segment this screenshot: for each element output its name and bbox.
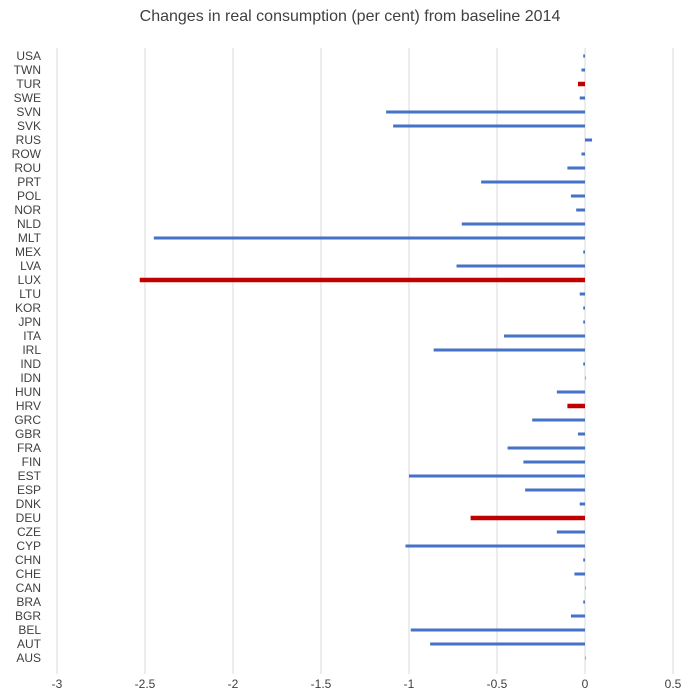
category-label: HRV	[16, 399, 41, 413]
category-label: JPN	[18, 315, 41, 329]
category-label: RUS	[16, 133, 41, 147]
bar-nld	[461, 222, 585, 226]
category-label: ITA	[23, 329, 41, 343]
bar-idn	[585, 376, 586, 380]
bar-can	[585, 586, 586, 590]
x-tick-label: 0	[582, 677, 589, 691]
category-label: NLD	[17, 217, 41, 231]
bar-prt	[481, 180, 585, 184]
bar-ita	[504, 334, 585, 338]
category-label: KOR	[15, 301, 41, 315]
bar-ind	[583, 362, 585, 366]
bar-lva	[456, 264, 585, 268]
bar-aut	[430, 642, 585, 646]
category-label: ROU	[14, 161, 41, 175]
category-label: SVK	[17, 119, 41, 133]
category-label: ESP	[17, 483, 41, 497]
x-tick-label: -0.5	[487, 677, 508, 691]
bar-grc	[532, 418, 585, 422]
category-label: IRL	[22, 343, 41, 357]
category-label: ROW	[12, 147, 42, 161]
category-label: CAN	[16, 581, 41, 595]
category-label: DEU	[16, 511, 41, 525]
bar-bra	[583, 600, 585, 604]
bar-row	[581, 152, 585, 156]
bar-mlt	[153, 236, 586, 240]
bar-swe	[579, 96, 585, 100]
x-tick-label: -2.5	[135, 677, 156, 691]
category-label: TWN	[14, 63, 41, 77]
category-label: USA	[16, 49, 41, 63]
chart-title: Changes in real consumption (per cent) f…	[139, 8, 561, 25]
category-label: DNK	[16, 497, 41, 511]
category-label: LUX	[18, 273, 41, 287]
bar-nor	[576, 208, 585, 212]
bar-chn	[583, 558, 585, 562]
category-label: IND	[20, 357, 41, 371]
category-label: CZE	[17, 525, 41, 539]
x-tick-label: -2	[228, 677, 239, 691]
category-label: GBR	[15, 427, 41, 441]
category-label: BEL	[18, 623, 41, 637]
bar-mex	[583, 250, 585, 254]
category-label: AUT	[17, 637, 42, 651]
category-label: MLT	[18, 231, 42, 245]
bar-usa	[583, 54, 585, 58]
category-label: CHE	[16, 567, 41, 581]
bar-pol	[570, 194, 585, 198]
bar-cze	[556, 530, 585, 534]
category-label: BGR	[15, 609, 41, 623]
category-label: POL	[17, 189, 41, 203]
bar-irl	[433, 348, 585, 352]
bar-svk	[393, 124, 585, 128]
bar-tur	[577, 81, 585, 87]
category-label: TUR	[16, 77, 41, 91]
category-label: BRA	[16, 595, 41, 609]
bar-esp	[525, 488, 585, 492]
bar-jpn	[583, 320, 585, 324]
category-label: FRA	[17, 441, 41, 455]
bar-fin	[523, 460, 585, 464]
bar-che	[574, 572, 585, 576]
category-label: GRC	[14, 413, 41, 427]
category-label: FIN	[22, 455, 41, 469]
bar-est	[409, 474, 585, 478]
bar-rus	[585, 138, 593, 142]
category-label: HUN	[15, 385, 41, 399]
category-label: AUS	[16, 651, 41, 665]
category-label: LTU	[19, 287, 41, 301]
bar-rou	[567, 166, 585, 170]
bar-bgr	[570, 614, 585, 618]
bar-fra	[507, 446, 585, 450]
category-label: MEX	[15, 245, 41, 259]
bar-cyp	[405, 544, 585, 548]
category-label: CHN	[15, 553, 41, 567]
category-label: NOR	[14, 203, 41, 217]
category-label: SVN	[16, 105, 41, 119]
x-tick-label: 0.5	[665, 677, 682, 691]
category-label: SWE	[14, 91, 41, 105]
x-tick-label: -1	[404, 677, 415, 691]
bar-dnk	[579, 502, 585, 506]
category-label: IDN	[20, 371, 41, 385]
bar-deu	[470, 515, 585, 521]
category-label: EST	[18, 469, 42, 483]
x-tick-label: -3	[52, 677, 63, 691]
bar-aus	[585, 656, 586, 660]
category-label: CYP	[16, 539, 41, 553]
bar-svn	[386, 110, 585, 114]
category-label: PRT	[17, 175, 41, 189]
bar-hrv	[567, 403, 585, 409]
x-tick-label: -1.5	[311, 677, 332, 691]
bar-lux	[139, 277, 585, 283]
bar-bel	[410, 628, 585, 632]
category-label: LVA	[20, 259, 41, 273]
bar-hun	[556, 390, 585, 394]
bar-twn	[581, 68, 585, 72]
bar-kor	[583, 306, 585, 310]
bar-gbr	[577, 432, 585, 436]
bar-ltu	[579, 292, 585, 296]
